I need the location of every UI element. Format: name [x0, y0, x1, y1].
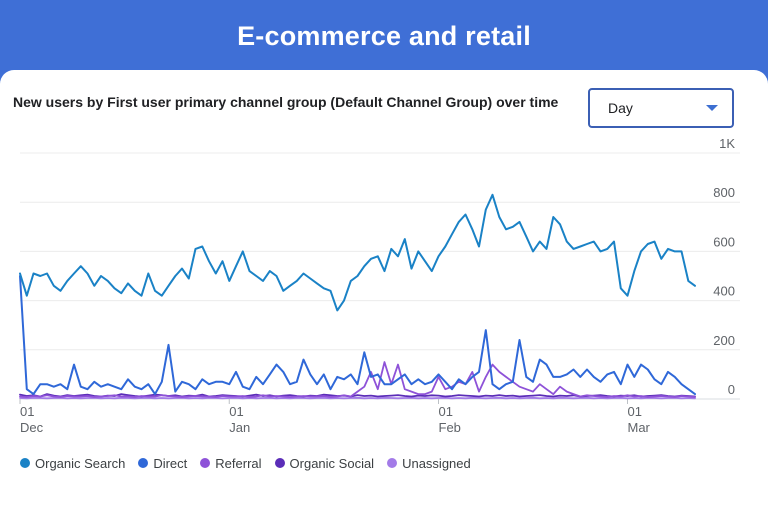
y-tick-label-600: 600 — [713, 234, 735, 249]
legend-label-direct: Direct — [153, 455, 188, 471]
series-line-referral — [19, 361, 696, 398]
x-tick-day-Jan: 01 — [229, 404, 243, 419]
granularity-dropdown[interactable]: Day — [588, 88, 734, 128]
y-tick-label-400: 400 — [713, 284, 735, 299]
x-tick-month-Mar: Mar — [628, 420, 651, 435]
y-tick-label-1000: 1K — [719, 136, 735, 151]
legend-swatch-direct — [138, 458, 149, 468]
x-tick-month-Jan: Jan — [229, 420, 250, 435]
legend-item-organic-social[interactable]: Organic Social — [274, 455, 375, 471]
chart-card: New users by First user primary channel … — [0, 70, 768, 512]
legend-item-direct[interactable]: Direct — [138, 456, 187, 471]
x-tick-day-Dec: 01 — [20, 404, 34, 419]
legend-item-unassigned[interactable]: Unassigned — [387, 456, 471, 471]
x-tick-month-Feb: Feb — [439, 420, 461, 435]
legend-swatch-referral — [200, 458, 211, 468]
y-tick-label-0: 0 — [728, 382, 735, 397]
series-line-unassigned — [19, 396, 696, 400]
series-line-organic-search — [19, 193, 696, 312]
chart-title: New users by First user primary channel … — [13, 94, 559, 110]
legend-swatch-unassigned — [387, 458, 398, 468]
x-tick-month-Dec: Dec — [20, 420, 44, 435]
page-title: E-commerce and retail — [237, 20, 531, 51]
legend-label-organic-social: Organic Social — [289, 455, 375, 471]
y-tick-label-200: 200 — [713, 333, 735, 348]
legend-label-unassigned: Unassigned — [402, 455, 471, 471]
chart-legend: Organic Search Direct Referral Organic Soci… — [20, 453, 471, 473]
legend-label-organic-search: Organic Search — [35, 455, 126, 471]
legend-label-referral: Referral — [215, 455, 262, 471]
y-tick-label-800: 800 — [713, 185, 735, 200]
series-line-direct — [19, 275, 696, 396]
chevron-down-icon[interactable] — [706, 105, 718, 111]
legend-item-organic-search[interactable]: Organic Search — [20, 456, 125, 471]
legend-item-referral[interactable]: Referral — [200, 455, 262, 471]
x-tick-day-Feb: 01 — [439, 404, 453, 419]
legend-swatch-organic-social — [274, 458, 285, 468]
granularity-dropdown-value: Day — [608, 100, 633, 116]
page-banner: E-commerce and retail — [0, 0, 768, 72]
legend-swatch-organic-search — [20, 458, 30, 468]
x-tick-day-Mar: 01 — [628, 404, 642, 419]
